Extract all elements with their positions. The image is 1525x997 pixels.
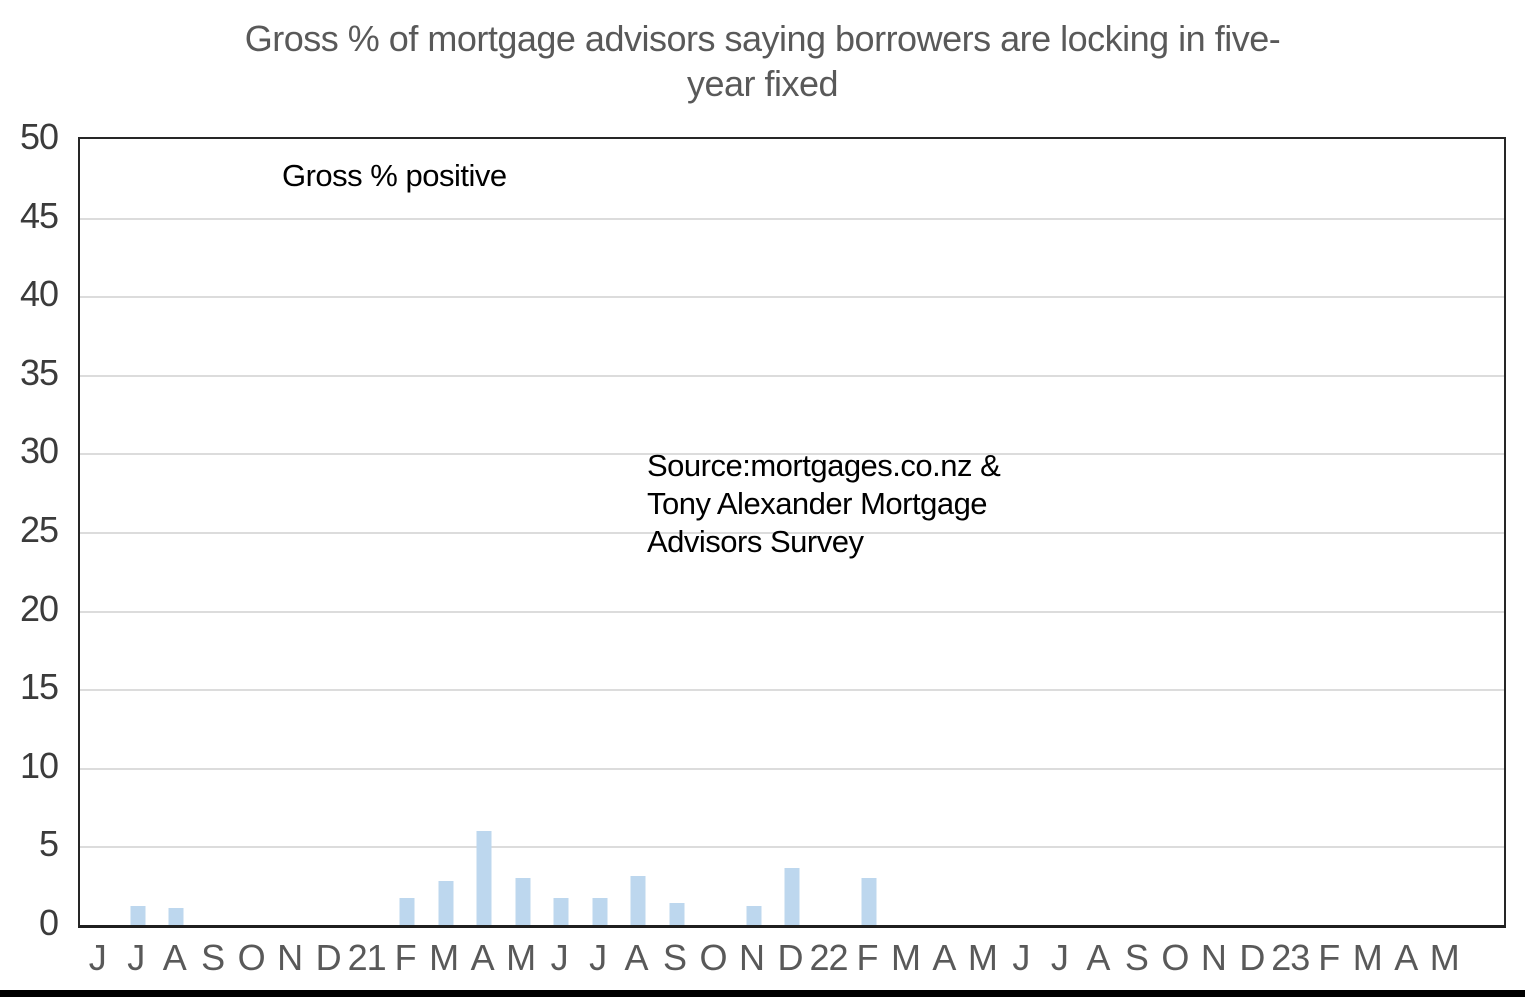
bar-A-10	[476, 830, 492, 925]
bar-J-1	[130, 906, 146, 925]
x-tick-label-2-A: A	[162, 937, 187, 978]
x-tick-label-9-M: M	[429, 937, 459, 978]
source-line1: Source:mortgages.co.nz &	[647, 448, 1001, 483]
chart-title: Gross % of mortgage advisors saying borr…	[0, 16, 1525, 106]
x-tick-label-33-M: M	[1352, 937, 1383, 978]
gridline-30	[80, 453, 1504, 456]
x-tick-label-23-M: M	[967, 937, 998, 978]
x-tick-label-28-O: O	[1161, 937, 1189, 978]
x-tick-label-20-F: F	[856, 937, 878, 978]
gridline-35	[80, 374, 1504, 377]
y-tick-label-10: 10	[19, 744, 59, 786]
x-tick-label-30-D: D	[1239, 937, 1265, 978]
source-line2: Tony Alexander Mortgage	[647, 486, 988, 521]
x-tick-label-4-O: O	[237, 937, 266, 978]
gridline-25	[80, 532, 1504, 534]
bar-F-8	[399, 898, 415, 925]
y-tick-label-5: 5	[38, 823, 59, 865]
plot-area: Gross % positive Source:mortgages.co.nz …	[78, 137, 1506, 928]
x-tick-label-8-F: F	[394, 937, 417, 978]
x-tick-label-22-A: A	[932, 937, 956, 978]
x-tick-label-7-21: 21	[347, 937, 387, 978]
bar-A-2	[168, 907, 184, 925]
y-tick-label-45: 45	[19, 194, 59, 236]
series-annotation: Gross % positive	[282, 158, 507, 193]
x-tick-label-17-N: N	[739, 937, 765, 978]
x-tick-label-6-D: D	[315, 937, 342, 978]
x-tick-label-21-M: M	[890, 937, 921, 978]
y-tick-label-0: 0	[38, 902, 59, 943]
bar-S-15	[669, 903, 685, 925]
gridline-5	[80, 846, 1504, 849]
gridline-15	[80, 689, 1504, 692]
x-tick-label-29-N: N	[1200, 937, 1227, 978]
x-tick-label-1-J: J	[127, 937, 145, 978]
x-tick-label-32-F: F	[1318, 937, 1340, 978]
y-tick-label-20: 20	[19, 587, 59, 629]
bar-F-20	[861, 877, 877, 925]
x-tick-label-5-N: N	[277, 937, 303, 978]
bar-J-13	[592, 898, 608, 925]
x-tick-label-15-S: S	[663, 937, 687, 978]
y-tick-label-15: 15	[19, 666, 59, 708]
gridline-20	[80, 610, 1504, 613]
source-annotation: Source:mortgages.co.nz & Tony Alexander …	[647, 447, 1001, 561]
bar-A-14	[630, 876, 646, 925]
x-tick-label-12-J: J	[550, 937, 569, 978]
x-tick-label-11-M: M	[506, 937, 536, 978]
chart-title-line1: Gross % of mortgage advisors saying borr…	[244, 18, 1281, 59]
bar-N-17	[746, 906, 761, 925]
x-tick-label-24-J: J	[1012, 937, 1030, 978]
x-tick-label-16-O: O	[699, 937, 728, 978]
x-tick-label-3-S: S	[201, 937, 225, 978]
bar-D-18	[784, 868, 800, 925]
y-tick-label-40: 40	[19, 273, 59, 315]
x-tick-label-10-A: A	[470, 937, 495, 978]
x-tick-label-19-22: 22	[809, 937, 848, 978]
bar-M-11	[515, 877, 531, 925]
x-tick-label-34-A: A	[1394, 937, 1418, 978]
x-tick-label-0-J: J	[88, 937, 107, 978]
y-tick-label-35: 35	[19, 351, 59, 393]
x-tick-label-35-M: M	[1429, 937, 1460, 978]
x-tick-label-26-A: A	[1086, 937, 1110, 978]
bar-M-9	[438, 880, 454, 925]
bottom-border-strip	[0, 990, 1525, 997]
y-tick-label-50: 50	[19, 116, 59, 157]
y-tick-label-30: 30	[19, 430, 59, 472]
x-tick-label-25-J: J	[1050, 937, 1069, 978]
x-tick-label-27-S: S	[1124, 937, 1149, 978]
y-tick-label-25: 25	[19, 509, 59, 550]
gridline-40	[80, 296, 1504, 299]
x-tick-label-14-A: A	[624, 937, 649, 978]
chart-title-line2: year fixed	[686, 63, 839, 104]
gridline-45	[80, 217, 1504, 220]
x-tick-label-18-D: D	[777, 937, 804, 978]
gridline-10	[80, 767, 1504, 770]
bar-J-12	[553, 898, 569, 925]
x-tick-label-13-J: J	[589, 937, 607, 978]
source-line3: Advisors Survey	[647, 524, 864, 559]
x-tick-label-31-23: 23	[1271, 937, 1310, 978]
